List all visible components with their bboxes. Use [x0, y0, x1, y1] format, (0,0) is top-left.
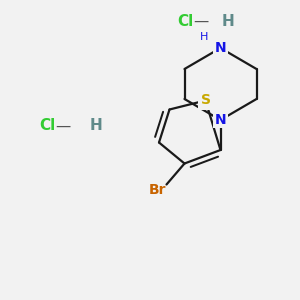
Text: S: S [200, 94, 211, 107]
Text: Cl: Cl [39, 118, 55, 134]
Text: Cl: Cl [177, 14, 193, 28]
Text: H: H [200, 32, 208, 43]
Text: N: N [215, 113, 226, 127]
Text: N: N [215, 41, 226, 55]
Text: H: H [90, 118, 103, 134]
Text: H: H [222, 14, 235, 28]
Text: —: — [194, 14, 209, 28]
Text: —: — [56, 118, 71, 134]
Text: Br: Br [149, 184, 166, 197]
